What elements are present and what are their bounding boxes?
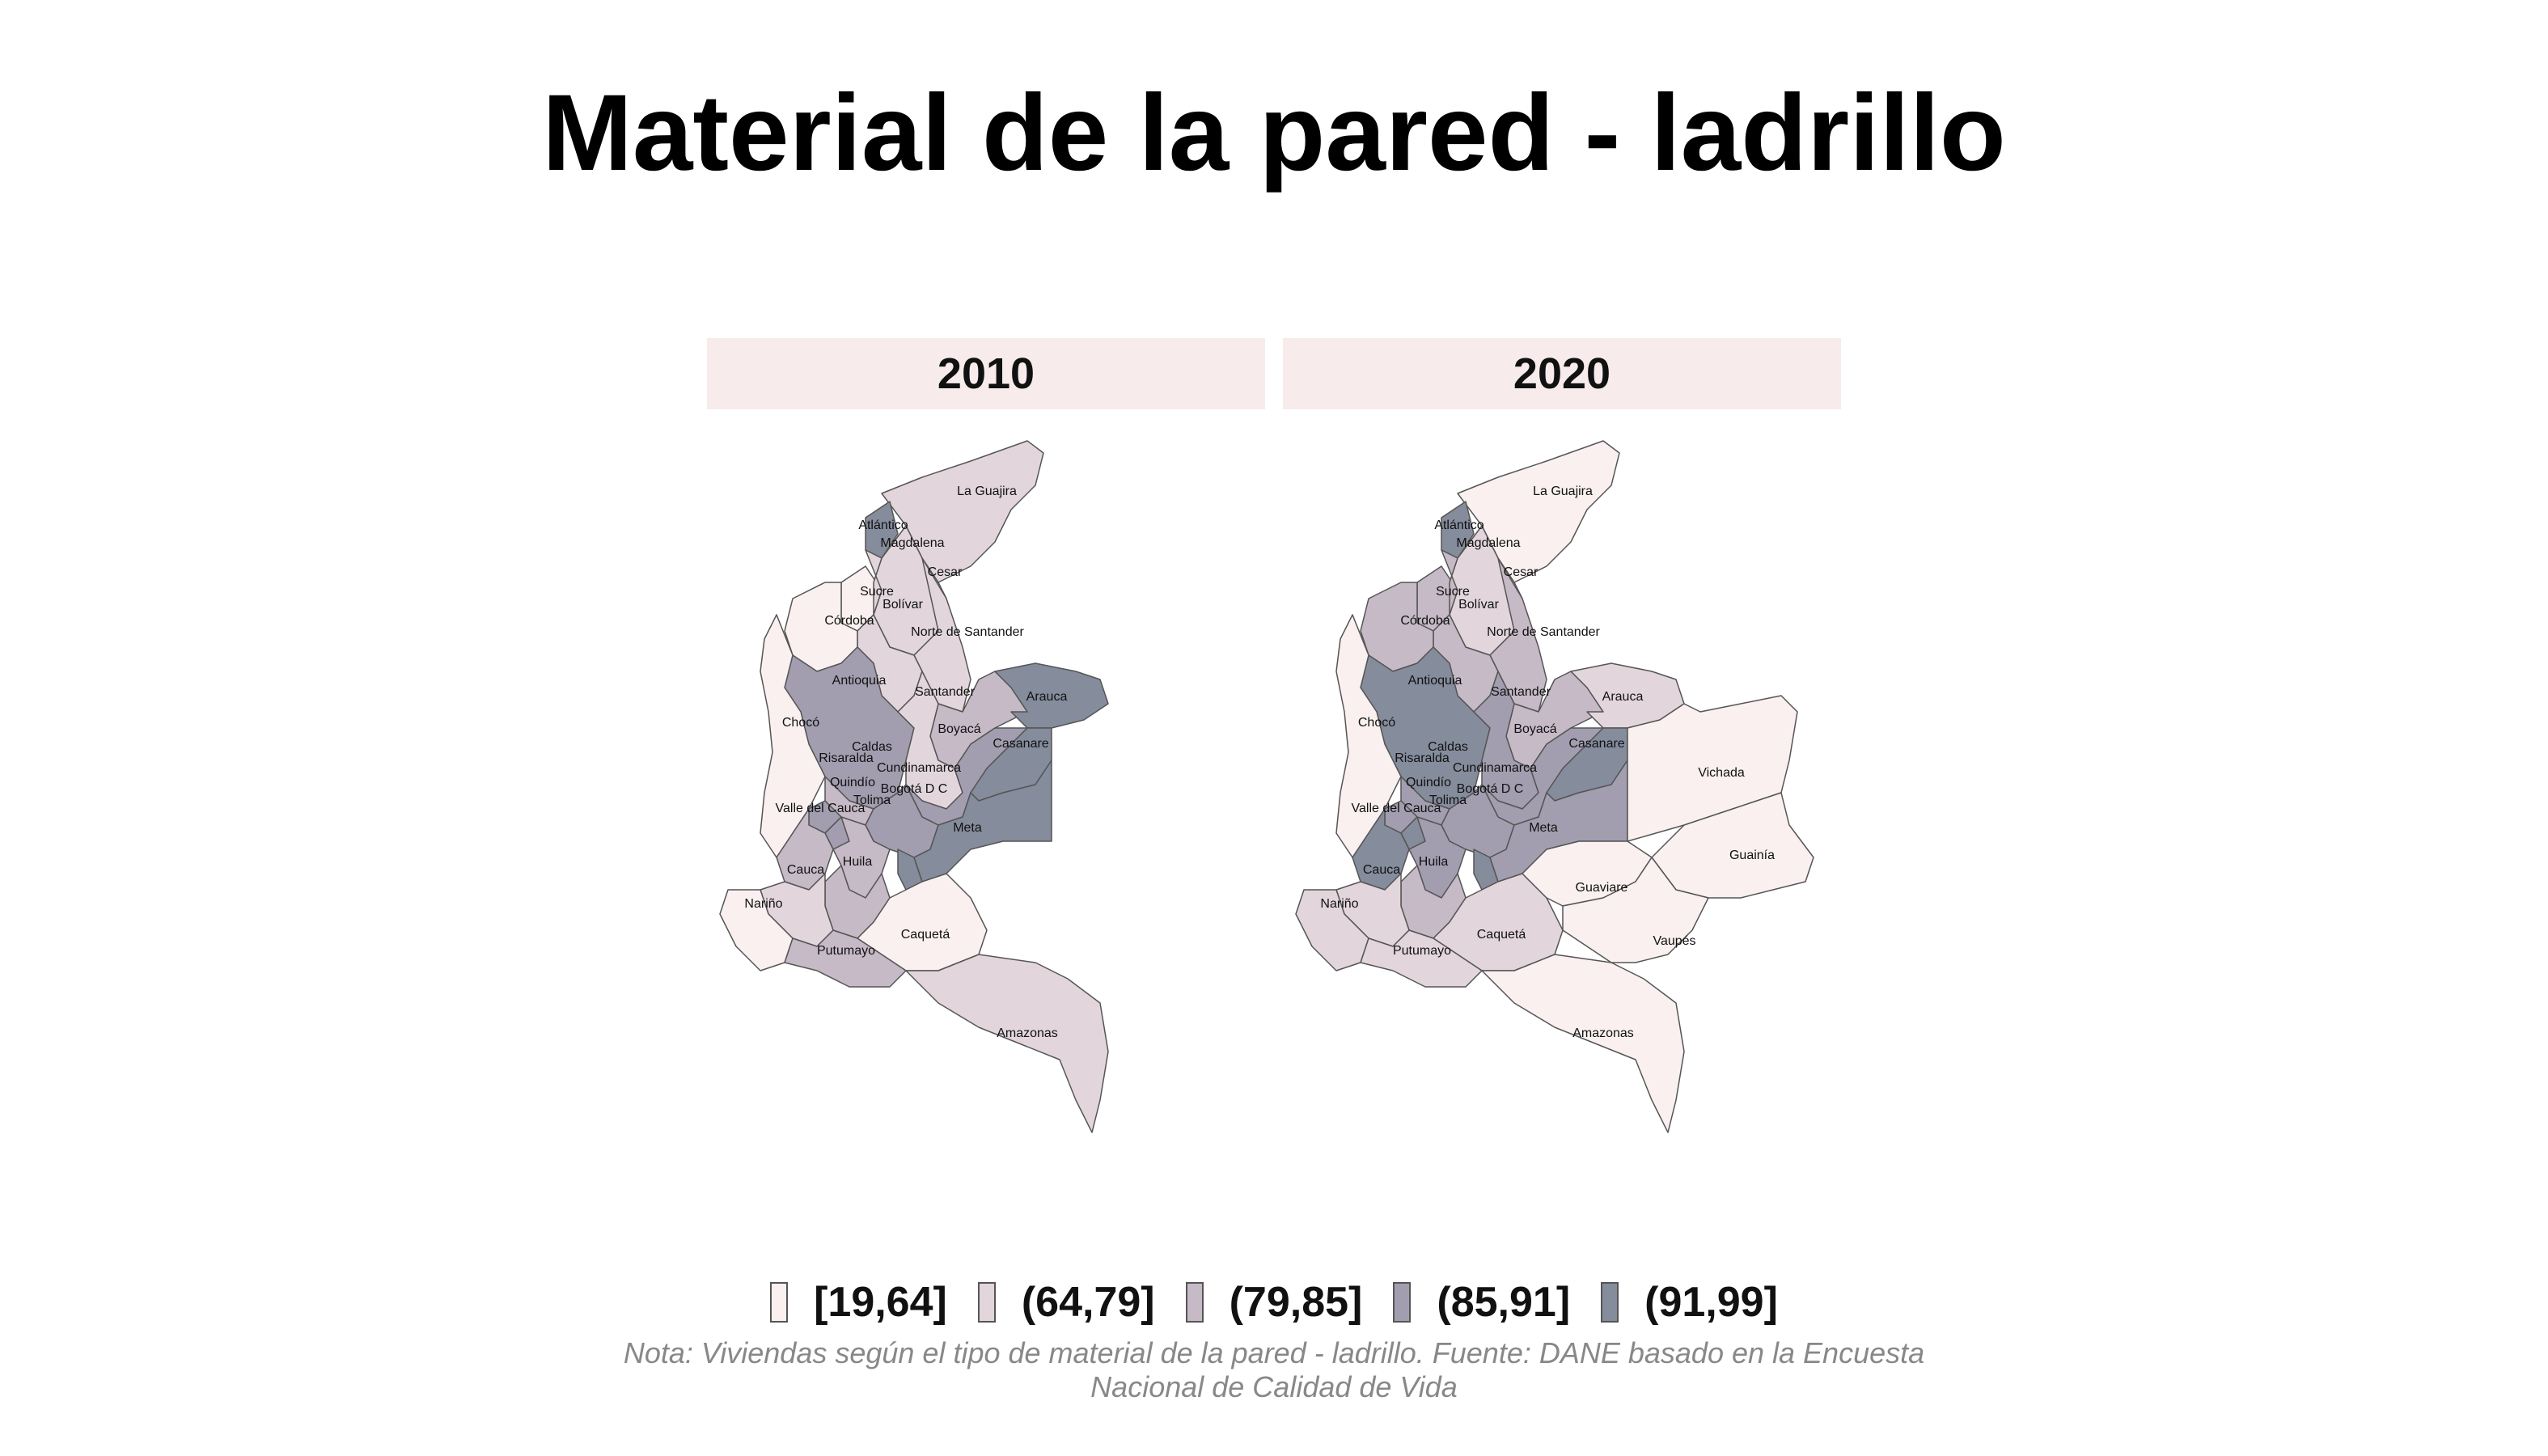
department-label: Nariño (744, 897, 782, 911)
department-label: Caldas (1428, 740, 1468, 754)
department-region (1562, 857, 1709, 963)
department-region (905, 954, 1109, 1133)
department-label: La Guajira (1533, 485, 1593, 498)
department-region (1441, 501, 1475, 559)
department-region (865, 501, 899, 559)
department-label: Caldas (852, 740, 892, 754)
department-label: La Guajira (957, 485, 1017, 498)
department-label: Bogotá D C (1457, 782, 1524, 796)
department-label: Tolima (1429, 794, 1467, 807)
department-label: Córdoba (824, 614, 874, 628)
department-label: Putumayo (817, 944, 875, 958)
department-label: Vichada (1698, 766, 1745, 780)
department-region (1481, 954, 1685, 1133)
department-label: Antioquia (1408, 674, 1462, 688)
legend-key (1601, 1282, 1619, 1323)
map-panel-2010: La GuajiraAtlánticoMagdalenaCesarSucreBo… (719, 440, 1109, 1133)
department-label: Boyacá (938, 722, 980, 736)
map-panel-2020: La GuajiraAtlánticoMagdalenaCesarSucreBo… (1295, 440, 1814, 1133)
department-label: Quindío (1406, 776, 1451, 789)
legend-item: [19,64] (770, 1278, 947, 1327)
department-label: Norte de Santander (911, 625, 1024, 639)
department-region (1360, 929, 1483, 988)
department-label: Guainía (1729, 849, 1775, 862)
department-label: Antioquia (832, 674, 887, 688)
department-label: Meta (953, 821, 982, 835)
source-note: Nota: Viviendas según el tipo de materia… (623, 1336, 1925, 1403)
department-label: Tolima (853, 794, 891, 807)
department-label: Cesar (928, 565, 963, 579)
department-label: Quindío (830, 776, 875, 789)
legend-label: (85,91] (1437, 1279, 1571, 1326)
legend-key (977, 1282, 996, 1323)
department-label: Casanare (993, 737, 1048, 751)
department-region (913, 760, 1052, 882)
department-label: Amazonas (1572, 1026, 1634, 1040)
department-label: Casanare (1568, 737, 1624, 751)
department-region (784, 929, 907, 988)
department-label: Cundinamarca (1453, 761, 1537, 775)
department-label: Boyacá (1513, 722, 1556, 736)
legend-item: (85,91] (1393, 1278, 1570, 1327)
department-label: Nariño (1320, 897, 1358, 911)
department-label: Cesar (1504, 565, 1539, 579)
department-label: Risaralda (1395, 751, 1450, 765)
legend: [19,64] (64,79] (79,85] (85,91] (91,99] (0, 1278, 2548, 1327)
legend-item: (64,79] (977, 1278, 1155, 1327)
department-label: Atlántico (1434, 518, 1484, 532)
department-label: Risaralda (819, 751, 874, 765)
department-label: Sucre (860, 585, 894, 599)
department-label: Arauca (1026, 690, 1068, 704)
chart-title: Material de la pared - ladrillo (542, 73, 2006, 193)
department-label: Córdoba (1400, 614, 1450, 628)
legend-key (1393, 1282, 1412, 1323)
department-label: Amazonas (997, 1026, 1058, 1040)
department-label: Cundinamarca (877, 761, 961, 775)
department-label: Magdalena (880, 536, 944, 550)
department-label: Santander (915, 685, 976, 699)
legend-key (1185, 1282, 1204, 1323)
legend-key (770, 1282, 789, 1323)
department-label: Magdalena (1456, 536, 1520, 550)
department-label: Putumayo (1393, 944, 1451, 958)
legend-label: (64,79] (1021, 1279, 1155, 1326)
department-label: Cauca (1363, 863, 1400, 877)
department-label: Huila (1419, 855, 1449, 869)
department-label: Guaviare (1576, 881, 1628, 895)
legend-label: (91,99] (1644, 1279, 1778, 1326)
department-label: Cauca (787, 863, 824, 877)
department-region (994, 662, 1109, 729)
panel-header-2020: 2020 (1283, 338, 1841, 409)
legend-label: [19,64] (814, 1279, 947, 1326)
department-label: Bolívar (1458, 598, 1499, 612)
department-label: Atlántico (858, 518, 908, 532)
legend-label: (79,85] (1229, 1279, 1363, 1326)
panel-header-2010: 2010 (707, 338, 1265, 409)
department-label: Valle del Cauca (776, 802, 866, 815)
department-label: Sucre (1436, 585, 1470, 599)
department-label: Valle del Cauca (1352, 802, 1441, 815)
legend-item: (79,85] (1185, 1278, 1363, 1327)
department-label: Bogotá D C (881, 782, 948, 796)
department-label: Vaupés (1653, 934, 1695, 948)
department-label: Arauca (1602, 690, 1644, 704)
department-label: Chocó (1358, 716, 1395, 730)
department-region (1627, 695, 1798, 842)
legend-item: (91,99] (1601, 1278, 1778, 1327)
department-label: Caquetá (1477, 928, 1526, 942)
department-label: Chocó (782, 716, 819, 730)
department-label: Caquetá (901, 928, 950, 942)
department-label: Norte de Santander (1487, 625, 1600, 639)
department-label: Meta (1529, 821, 1558, 835)
department-label: Santander (1491, 685, 1551, 699)
department-label: Bolívar (882, 598, 923, 612)
department-label: Huila (843, 855, 873, 869)
